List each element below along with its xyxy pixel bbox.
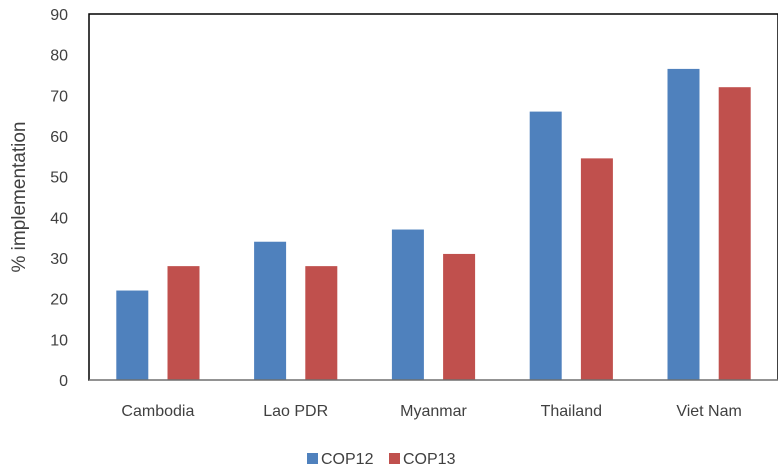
- bar-cop13-myanmar: [443, 253, 476, 380]
- x-axis-tick-labels: Cambodia Lao PDR Myanmar Thailand Viet Nam: [121, 403, 741, 420]
- legend-label-cop12: COP12: [321, 451, 374, 468]
- legend: COP12 COP13: [307, 451, 456, 468]
- y-tick-label: 50: [50, 170, 68, 187]
- x-tick-label: Thailand: [541, 403, 602, 420]
- bar-cop13-cambodia: [167, 266, 200, 380]
- y-tick-label: 90: [50, 7, 68, 24]
- y-tick-label: 40: [50, 210, 68, 227]
- bar-cop12-thailand: [529, 111, 562, 380]
- y-axis-tick-labels: 0 10 20 30 40 50 60 70 80 90: [50, 7, 68, 390]
- bar-cop13-lao-pdr: [305, 266, 338, 380]
- y-tick-label: 10: [50, 332, 68, 349]
- y-tick-label: 20: [50, 292, 68, 309]
- bar-cop12-myanmar: [391, 229, 424, 380]
- y-tick-label: 0: [59, 373, 68, 390]
- y-tick-label: 80: [50, 48, 68, 65]
- x-tick-label: Lao PDR: [263, 403, 328, 420]
- legend-label-cop13: COP13: [403, 451, 456, 468]
- legend-swatch-cop12: [307, 453, 318, 464]
- legend-swatch-cop13: [389, 453, 400, 464]
- bars: [116, 68, 751, 381]
- bar-cop13-thailand: [580, 158, 613, 380]
- bar-cop12-lao-pdr: [254, 241, 287, 380]
- y-tick-label: 70: [50, 88, 68, 105]
- x-tick-label: Myanmar: [400, 403, 467, 420]
- y-tick-label: 30: [50, 251, 68, 268]
- y-axis-title: % implementation: [9, 121, 30, 272]
- y-tick-label: 60: [50, 129, 68, 146]
- x-tick-label: Viet Nam: [676, 403, 742, 420]
- bar-cop13-viet-nam: [718, 87, 751, 380]
- bar-cop12-cambodia: [116, 290, 149, 380]
- x-tick-label: Cambodia: [121, 403, 194, 420]
- bar-cop12-viet-nam: [667, 68, 700, 381]
